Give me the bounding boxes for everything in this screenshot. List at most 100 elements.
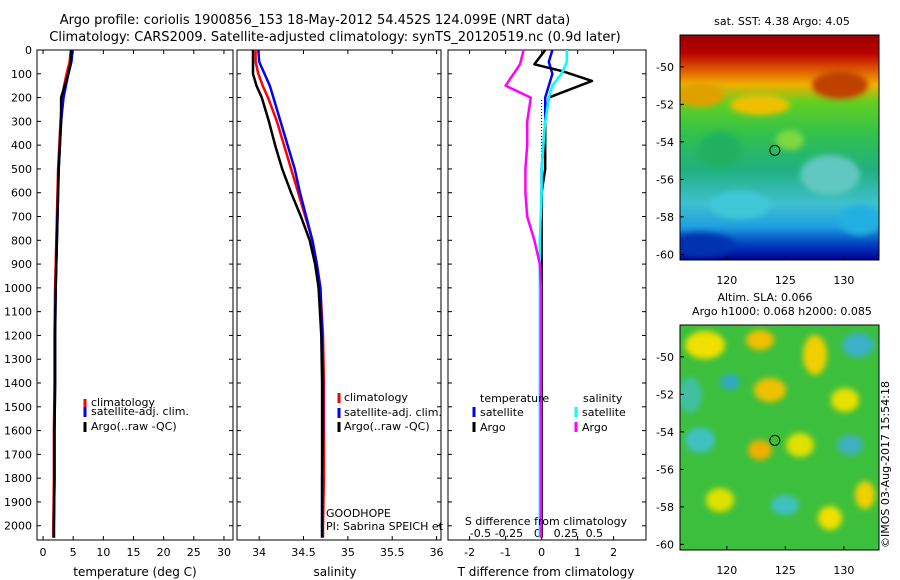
sst-patch (710, 191, 770, 219)
x-tick-label: 20 (157, 546, 171, 559)
sst-argo-location-marker (769, 144, 781, 156)
x-tick-label: -1 (500, 546, 511, 559)
map-y-tick-label: -54 (656, 426, 674, 439)
top-x-tick-label: 0.25 (554, 527, 579, 540)
y-tick-label: 1300 (4, 353, 32, 366)
sla-map-panel: Altim. SLA: 0.066 Argo h1000: 0.068 h200… (656, 291, 880, 577)
sla-patch (803, 335, 827, 375)
figure-title-line1: Argo profile: coriolis 1900856_153 18-Ma… (60, 13, 570, 28)
salinity-panel: 34 34.5 35 35.5 36 salinity climatology sate… (236, 49, 525, 579)
sla-patch (754, 378, 786, 402)
legend-label-s-satellite: satellite (582, 406, 626, 419)
y-tick-label: 600 (11, 187, 32, 200)
map-y-tick-label: -60 (656, 538, 674, 551)
legend-label-argo: Argo(..raw -QC) (344, 420, 430, 433)
legend-label-satellite: satellite-adj. clim. (344, 406, 442, 419)
sla-map-title-line2: Argo h1000: 0.068 h2000: 0.085 (692, 305, 872, 318)
difference-axes-frame (447, 49, 647, 541)
sla-patch (831, 388, 859, 412)
series-line-argo (52, 49, 73, 538)
sla-patch (685, 331, 725, 359)
sla-patch (855, 481, 875, 509)
sla-patch (680, 377, 702, 413)
legend-title-temperature: temperature (480, 392, 549, 405)
temperature-xlabel: temperature (deg C) (73, 565, 196, 579)
y-tick-label: 1400 (4, 377, 32, 390)
y-tick-label: 400 (11, 139, 32, 152)
sla-map-frame (679, 324, 880, 551)
top-x-tick-label: 0 (534, 527, 541, 540)
sla-patch (818, 506, 842, 530)
sla-patch (685, 427, 715, 453)
y-tick-label: 800 (11, 234, 32, 247)
temperature-axes-frame (36, 49, 234, 541)
sst-patch (730, 95, 790, 115)
map-y-tick-label: -58 (656, 211, 674, 224)
figure-title-line2: Climatology: CARS2009. Satellite-adjuste… (49, 30, 621, 45)
y-tick-label: 1900 (4, 496, 32, 509)
map-y-tick-label: -60 (656, 248, 674, 261)
difference-panel: -2 -1 0 1 2 -0.5 -0.25 0 0.25 0.5 T difference f… (447, 49, 647, 579)
map-x-tick-label: 125 (775, 564, 796, 577)
sla-patch (706, 488, 734, 512)
series-line-argo (251, 50, 324, 538)
y-tick-label: 0 (25, 44, 32, 57)
legend-label-satellite: satellite-adj. clim. (91, 405, 189, 418)
y-tick-label: 1000 (4, 282, 32, 295)
x-tick-label: 34 (252, 546, 266, 559)
y-tick-label: 1800 (4, 472, 32, 485)
x-tick-label: 35 (341, 546, 355, 559)
map-y-tick-label: -52 (656, 388, 674, 401)
y-tick-label: 1100 (4, 306, 32, 319)
sst-patch (812, 71, 868, 99)
map-y-tick-label: -50 (656, 351, 674, 364)
difference-xlabel: T difference from climatology (457, 565, 635, 579)
legend-label-t-argo: Argo (480, 421, 506, 434)
y-tick-label: 300 (11, 115, 32, 128)
sst-patch (800, 155, 860, 195)
y-tick-label: 1700 (4, 448, 32, 461)
project-name: GOODHOPE (326, 507, 391, 520)
map-x-tick-label: 130 (833, 274, 854, 287)
salinity-legend: climatology satellite-adj. clim. Argo(..… (337, 391, 442, 433)
legend-label-climatology: climatology (344, 391, 408, 404)
x-tick-label: 10 (96, 546, 110, 559)
x-tick-label: 35.5 (380, 546, 405, 559)
x-tick-label: 15 (126, 546, 140, 559)
y-tick-label: 500 (11, 163, 32, 176)
legend-label-argo: Argo(..raw -QC) (91, 420, 177, 433)
x-tick-label: 0 (40, 546, 47, 559)
imos-credit: ©IMOS 03-Aug-2017 15:54:18 (879, 381, 892, 548)
map-x-tick-label: 125 (775, 274, 796, 287)
salinity-axes-frame (236, 49, 442, 541)
temperature-panel: 0100200300400500600700800900100011001200… (4, 44, 234, 579)
legend-title-salinity: salinity (583, 392, 623, 405)
map-x-tick-label: 120 (716, 564, 737, 577)
x-tick-label: 1 (574, 546, 581, 559)
x-tick-label: 2 (610, 546, 617, 559)
x-tick-label: 36 (430, 546, 444, 559)
y-tick-label: 1600 (4, 425, 32, 438)
legend-label-t-satellite: satellite (480, 406, 524, 419)
sst-patch (840, 205, 879, 235)
sla-patch (771, 495, 799, 515)
sst-patch (680, 233, 735, 257)
map-y-tick-label: -54 (656, 136, 674, 149)
map-y-tick-label: -50 (656, 61, 674, 74)
series-line-s-argo (504, 49, 543, 538)
top-x-tick-label: -0.25 (495, 527, 523, 540)
sst-patch (680, 83, 725, 107)
x-tick-label: 30 (217, 546, 231, 559)
x-tick-label: 34.5 (291, 546, 316, 559)
map-y-tick-label: -52 (656, 98, 674, 111)
y-tick-label: 2000 (4, 520, 32, 533)
sst-map-panel: sat. SST: 4.38 Argo: 4.05 -50 -52 -54 -56 -5… (656, 15, 880, 287)
map-y-tick-label: -58 (656, 501, 674, 514)
sst-patch (776, 130, 804, 150)
map-y-tick-label: -56 (656, 173, 674, 186)
sla-patch (748, 440, 772, 460)
map-y-tick-label: -56 (656, 463, 674, 476)
sla-patch (746, 330, 774, 350)
sla-map-title-line1: Altim. SLA: 0.066 (717, 291, 812, 304)
difference-xlabel-top: S difference from climatology (465, 515, 628, 528)
